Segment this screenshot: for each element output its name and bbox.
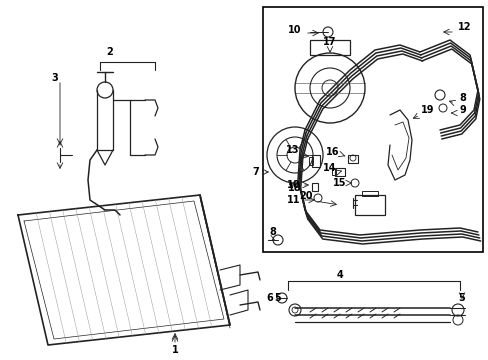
Text: 3: 3 <box>52 73 58 83</box>
Text: 10: 10 <box>287 25 301 35</box>
Text: 9: 9 <box>459 105 466 115</box>
Text: 4: 4 <box>336 270 343 280</box>
Bar <box>263 7 482 252</box>
Text: 14: 14 <box>323 163 336 173</box>
Text: 12: 12 <box>457 22 471 32</box>
Text: 15: 15 <box>332 178 346 188</box>
Bar <box>347 155 357 163</box>
Bar <box>308 157 312 165</box>
Text: 19: 19 <box>420 105 434 115</box>
Bar <box>334 168 345 176</box>
Text: 11: 11 <box>286 195 300 205</box>
Text: 7: 7 <box>252 167 259 177</box>
Text: 2: 2 <box>106 47 113 57</box>
Text: 1: 1 <box>171 345 178 355</box>
Text: 8: 8 <box>459 93 466 103</box>
Bar <box>354 195 384 215</box>
Text: 6: 6 <box>266 293 273 303</box>
Bar <box>361 191 377 196</box>
Text: 5: 5 <box>274 293 281 303</box>
Text: 18: 18 <box>287 183 301 193</box>
Text: 20: 20 <box>299 191 312 201</box>
Text: 13: 13 <box>285 145 299 155</box>
Bar <box>309 40 349 55</box>
Bar <box>331 169 335 175</box>
Bar <box>311 183 317 191</box>
Text: 5: 5 <box>458 293 465 303</box>
Text: 8: 8 <box>269 227 276 237</box>
Bar <box>311 155 319 167</box>
Text: 10: 10 <box>286 180 300 190</box>
Text: 17: 17 <box>323 37 336 47</box>
Text: 16: 16 <box>325 147 339 157</box>
